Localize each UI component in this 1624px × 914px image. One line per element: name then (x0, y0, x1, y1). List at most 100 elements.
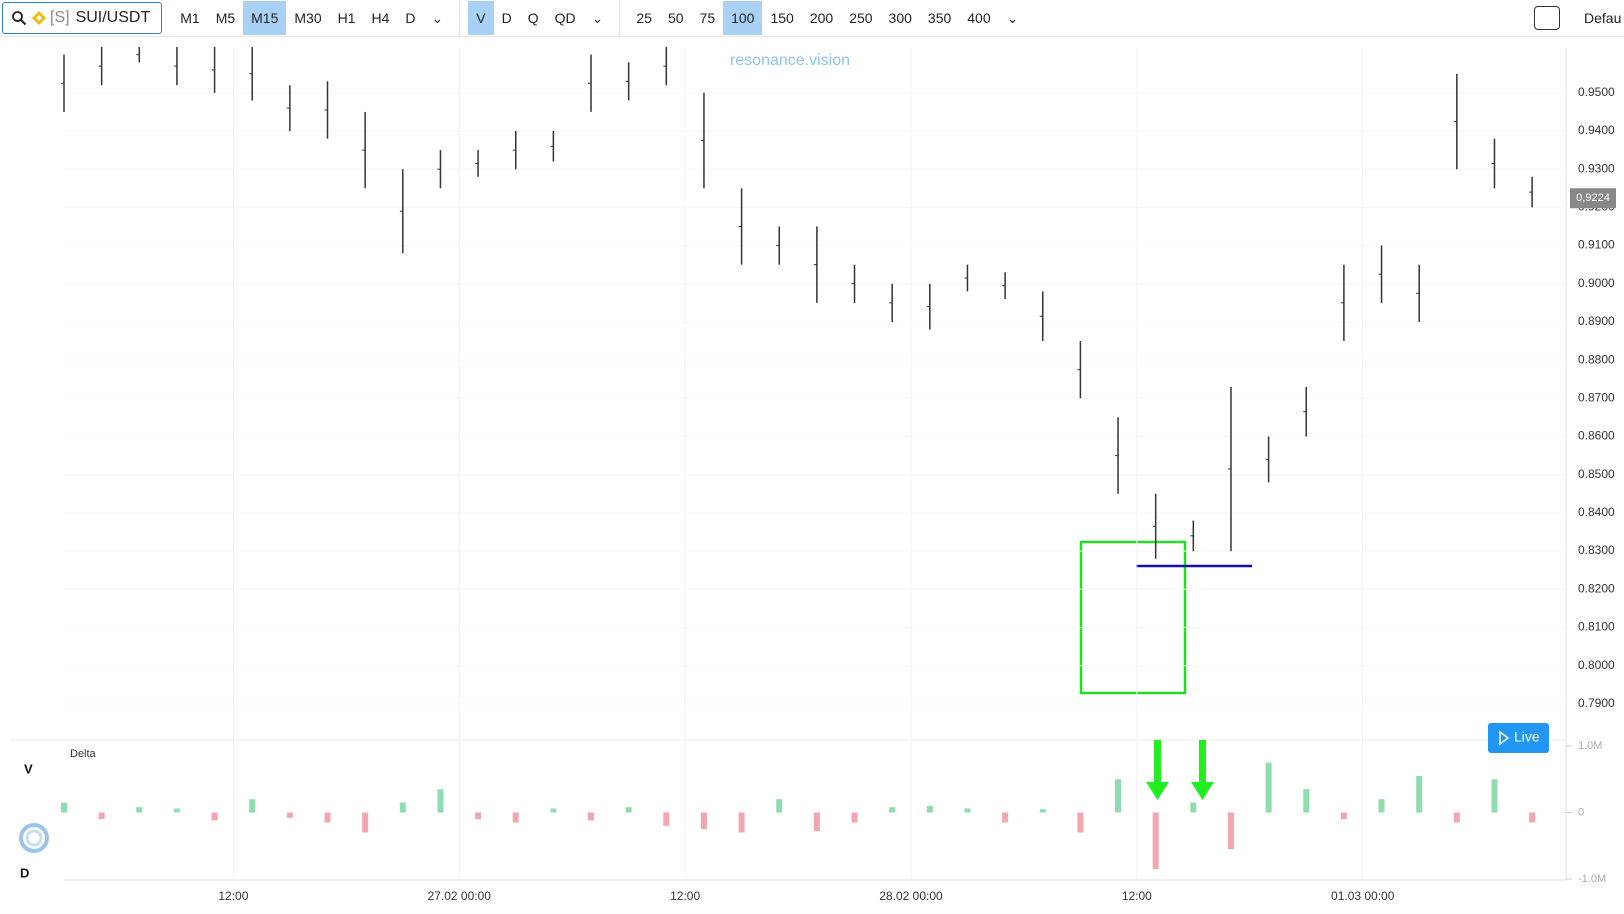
toolbar-button[interactable]: M1 (180, 10, 200, 26)
y-tick-label: 0.8200 (1578, 581, 1615, 595)
toolbar-button[interactable]: 200 (809, 10, 834, 26)
delta-bar (61, 802, 67, 813)
delta-bar (1378, 799, 1385, 813)
delta-bar (776, 799, 783, 813)
separator (459, 0, 461, 36)
arrow (1191, 740, 1214, 800)
toolbar-button[interactable]: M15 (243, 1, 287, 35)
delta-bar (926, 805, 933, 813)
y-tick-label: 0.8700 (1578, 390, 1615, 404)
delta-bar (98, 812, 105, 820)
sizes: 25 50 75 100 150 200 250 300 350 400 (628, 1, 998, 35)
y-tick-label: 0.7900 (1578, 696, 1615, 710)
x-tick-label: 01.03 00:00 (1331, 889, 1395, 903)
toolbar-button[interactable]: M5 (215, 10, 236, 26)
symbol-search[interactable]: [S] SUI/USDT (2, 2, 163, 34)
delta-bar (136, 807, 143, 813)
x-tick-label: 12:00 (1122, 889, 1152, 903)
x-tick-label: 28.02 00:00 (879, 889, 943, 903)
delta-bar (173, 808, 180, 813)
delta-bar (851, 812, 858, 823)
y-tick-label: 0.9400 (1578, 123, 1615, 137)
y-tick-label: 0.8000 (1578, 658, 1615, 672)
play-icon (1499, 730, 1510, 746)
live-button-bg[interactable] (1488, 723, 1549, 753)
delta-bar (1152, 812, 1159, 870)
y-tick-label: 0.8400 (1578, 505, 1615, 519)
toolbar-button[interactable]: H1 (337, 10, 356, 26)
delta-bar (889, 807, 896, 813)
delta-bar (1077, 812, 1084, 833)
toolbar-button[interactable]: V (468, 1, 494, 35)
delta-bar (1340, 812, 1347, 820)
delta-bar (399, 802, 406, 813)
delta-bar (362, 812, 369, 833)
logo (25, 829, 43, 847)
delta-bar (1529, 812, 1536, 823)
toolbar-button[interactable]: H4 (371, 10, 390, 26)
delta-bar (286, 812, 293, 818)
arrow (1146, 740, 1169, 800)
live-label[interactable]: Live (1514, 729, 1540, 745)
delta-bar (625, 807, 632, 813)
dropdown[interactable]: ⌄ (1006, 10, 1019, 26)
toolbar-button[interactable]: 300 (888, 10, 912, 26)
y-tick-label: 0.8100 (1578, 620, 1615, 634)
dropdown[interactable]: ⌄ (431, 10, 444, 26)
toolbar-button[interactable]: D (405, 10, 416, 26)
x-tick-label: 27.02 00:00 (428, 889, 492, 903)
delta-bar (1303, 789, 1310, 813)
last-price-box (1570, 188, 1616, 209)
exchange-icon (32, 11, 46, 25)
y-tick-label: 0.9000 (1578, 276, 1615, 290)
side-label: V (24, 761, 33, 776)
toolbar: [S] SUI/USDT M1 M5 M15 M30 H1 H4 D ⌄ V D Q QD ⌄ 2… (0, 0, 1624, 37)
template[interactable]: Defau (1584, 10, 1622, 26)
delta-bar (550, 808, 557, 813)
toolbar-button[interactable]: 250 (849, 10, 873, 26)
side-label: D (20, 865, 29, 880)
delta-bar (211, 812, 218, 821)
modes: V D Q QD (468, 1, 583, 35)
symbol: SUI/USDT (75, 9, 151, 26)
timeframes: M1 M5 M15 M30 H1 H4 D (172, 1, 423, 35)
toolbar-button[interactable]: 50 (667, 10, 684, 26)
fullscreen-button[interactable] (1534, 6, 1560, 30)
x-tick-label: 12:00 (670, 889, 700, 903)
toolbar-button[interactable]: M30 (294, 10, 322, 26)
delta-bar (1002, 812, 1009, 823)
toolbar-button[interactable]: D (501, 10, 512, 26)
delta-bar (1190, 802, 1197, 813)
delta-bar (738, 812, 745, 833)
y-tick-label: 0.8800 (1578, 352, 1615, 366)
logo (19, 823, 49, 853)
toolbar-button[interactable]: 100 (723, 1, 763, 35)
delta-bar (588, 812, 595, 821)
delta-bar (512, 812, 519, 823)
y-tick-label: -1.0M (1578, 873, 1606, 885)
delta-bar (663, 812, 670, 826)
delta-bar (1491, 779, 1498, 813)
delta-bar (475, 812, 482, 820)
delta-bar (437, 789, 444, 813)
toolbar-button[interactable]: 25 (636, 10, 652, 26)
live-button[interactable]: Live (1488, 723, 1549, 753)
highlight-box (1079, 540, 1187, 695)
delta-bar (1416, 775, 1423, 813)
delta-bar (700, 812, 707, 830)
watermark: resonance.vision (730, 52, 850, 69)
delta-bar (1115, 779, 1122, 813)
toolbar-button[interactable]: 75 (699, 10, 716, 26)
search-icon (12, 11, 27, 26)
dropdown[interactable]: ⌄ (591, 10, 604, 26)
symbol-prefix: [S] (50, 9, 70, 26)
toolbar-button[interactable]: 150 (770, 10, 794, 26)
y-tick-label: 1.0M (1578, 740, 1602, 752)
toolbar-button[interactable]: Q (527, 10, 539, 26)
toolbar-button[interactable]: QD (554, 10, 576, 26)
delta-bar (964, 808, 971, 813)
toolbar-button[interactable]: 400 (967, 10, 991, 26)
toolbar-button[interactable]: 350 (927, 10, 952, 26)
